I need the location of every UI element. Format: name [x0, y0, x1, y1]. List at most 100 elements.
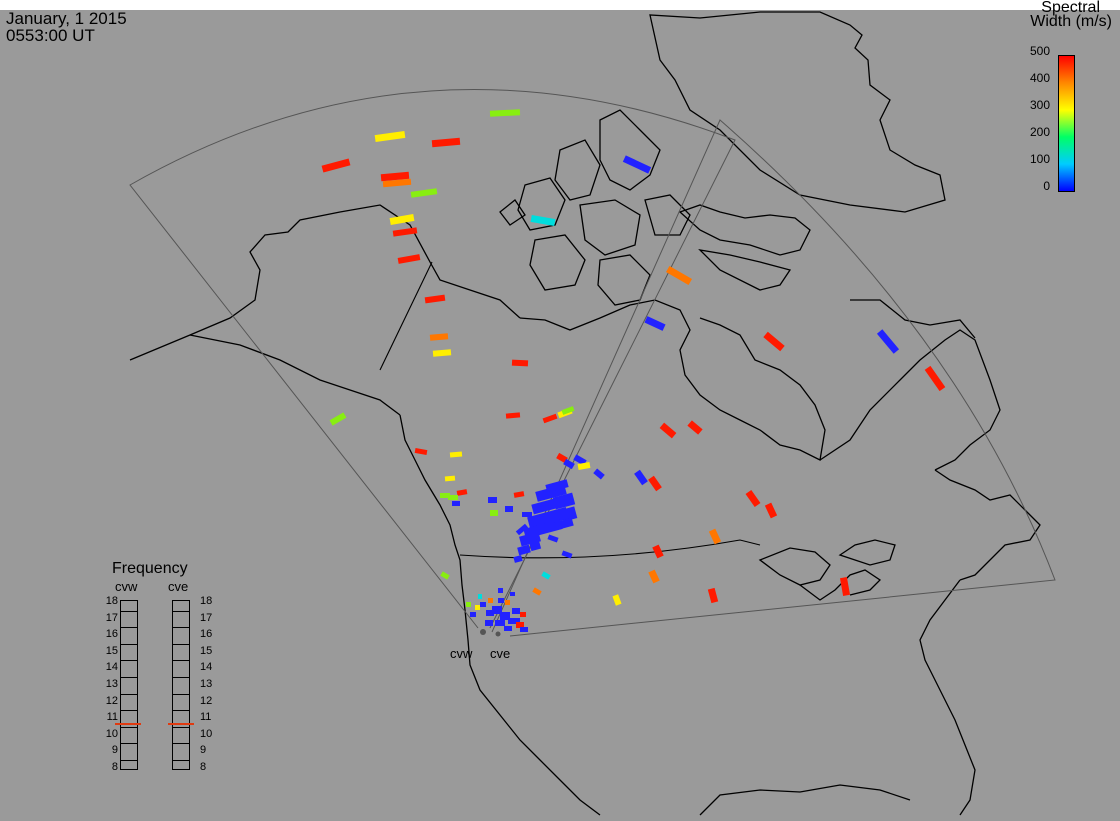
scatter-cell: [513, 555, 523, 563]
scatter-cell: [687, 420, 703, 435]
scatter-cell: [876, 329, 900, 354]
scatter-cell: [573, 454, 587, 466]
scatter-cell: [512, 608, 520, 614]
canada-us-border: [459, 539, 761, 559]
scatter-cell: [480, 602, 486, 607]
frequency-gridline: [120, 660, 138, 662]
frequency-gridline: [120, 677, 138, 678]
coastline-alaska: [129, 204, 521, 361]
frequency-tick-right: 10: [200, 727, 213, 740]
scatter-cell: [444, 475, 456, 482]
frequency-tick-left: 13: [105, 678, 118, 690]
scatter-cell: [541, 571, 551, 580]
scatter-cell: [924, 365, 946, 392]
frequency-gridline: [120, 693, 138, 695]
scatter-cell: [466, 602, 471, 607]
frequency-tick-left: 9: [111, 744, 118, 757]
fov-outlines: [129, 88, 1056, 637]
scatter-cell: [500, 612, 510, 620]
scatter-cell: [554, 517, 574, 531]
scatter-cell: [380, 171, 410, 182]
frequency-gridline: [120, 710, 138, 712]
scatter-cell: [424, 294, 446, 304]
scatter-cell: [612, 594, 622, 606]
scatter-cell: [488, 497, 497, 503]
frequency-gridline: [120, 760, 138, 761]
scatter-cell: [489, 109, 521, 117]
scatter-cell: [414, 447, 428, 456]
frequency-column-cve: cve: [168, 579, 189, 594]
time-label: 0553:00 UT: [6, 26, 95, 45]
frequency-tick-right: 9: [200, 744, 207, 757]
scatter-cell: [644, 316, 666, 331]
radar-label-cve: cve: [490, 646, 511, 661]
scatter-cell: [545, 479, 569, 493]
scatter-cell: [561, 550, 573, 559]
scatter-cell: [707, 587, 719, 604]
scatter-cell: [764, 502, 778, 519]
scatter-cell: [382, 178, 412, 188]
radar-label-cvw: cvw: [450, 646, 473, 661]
frequency-bar-cvw: [120, 600, 138, 770]
coastline-baffin: [678, 204, 811, 256]
scatter-cell: [622, 155, 652, 174]
scatter-cell: [510, 592, 515, 596]
frequency-tick-left: 15: [105, 644, 118, 657]
scatter-cell: [532, 587, 542, 596]
frequency-tick-left: 11: [106, 711, 118, 724]
scatter-cell: [440, 493, 450, 498]
coastline-pacific: [399, 414, 601, 816]
scatter-cell: [498, 598, 504, 603]
scatter-cells: [321, 109, 946, 632]
scatter-cell: [552, 492, 576, 510]
scatter-cell: [505, 600, 510, 605]
scatter-cell: [478, 594, 482, 599]
date-label: January, 1 2015: [6, 9, 127, 28]
scatter-cell: [397, 254, 421, 264]
frequency-gridline: [172, 627, 190, 629]
scatter-cell: [485, 620, 493, 626]
radar-site-cve: [495, 631, 501, 637]
scatter-cell: [652, 544, 664, 559]
scatter-cell: [389, 213, 415, 226]
frequency-tick-right: 8: [200, 761, 207, 773]
frequency-gridline: [172, 743, 190, 745]
coastline-labrador: [819, 329, 1001, 471]
frequency-bar-cve: [172, 600, 190, 770]
scatter-cell: [374, 130, 406, 143]
colorbar-tick: 500: [1029, 44, 1050, 58]
scatter-cell: [452, 501, 460, 506]
scatter-cell: [475, 605, 480, 610]
coastline-arctic-islands: [599, 109, 661, 191]
scatter-cell: [431, 137, 461, 148]
scatter-cell: [495, 620, 505, 626]
coastline-great-lakes: [758, 547, 831, 586]
frequency-gridline: [172, 693, 190, 695]
scatter-cell: [542, 413, 558, 424]
fov-cvw: [129, 88, 736, 629]
scatter-cell: [659, 422, 677, 439]
frequency-gridline: [120, 643, 138, 645]
colorbar-tick: 300: [1029, 98, 1050, 112]
scatter-cell: [763, 331, 785, 352]
frequency-gridline: [120, 627, 138, 629]
fov-cve: [491, 119, 1056, 637]
scatter-cell: [440, 571, 450, 580]
colorbar-title-line2: Width (m/s): [1030, 13, 1112, 30]
frequency-gridline: [172, 610, 190, 612]
scatter-cell: [513, 491, 525, 498]
frequency-column-cvw: cvw: [115, 579, 138, 594]
scatter-cell: [410, 188, 438, 198]
scatter-cell: [634, 469, 648, 486]
alaska-canada-border: [379, 261, 433, 371]
coastlines: [129, 11, 1041, 816]
scatter-cell: [708, 528, 722, 545]
scatter-cell: [486, 610, 494, 616]
scatter-cell: [665, 265, 693, 286]
scatter-cell: [561, 406, 575, 415]
frequency-tick-right: 16: [200, 628, 213, 641]
scatter-cell: [530, 214, 556, 227]
scatter-cell: [490, 510, 498, 516]
coastline-greenland: [649, 11, 946, 213]
